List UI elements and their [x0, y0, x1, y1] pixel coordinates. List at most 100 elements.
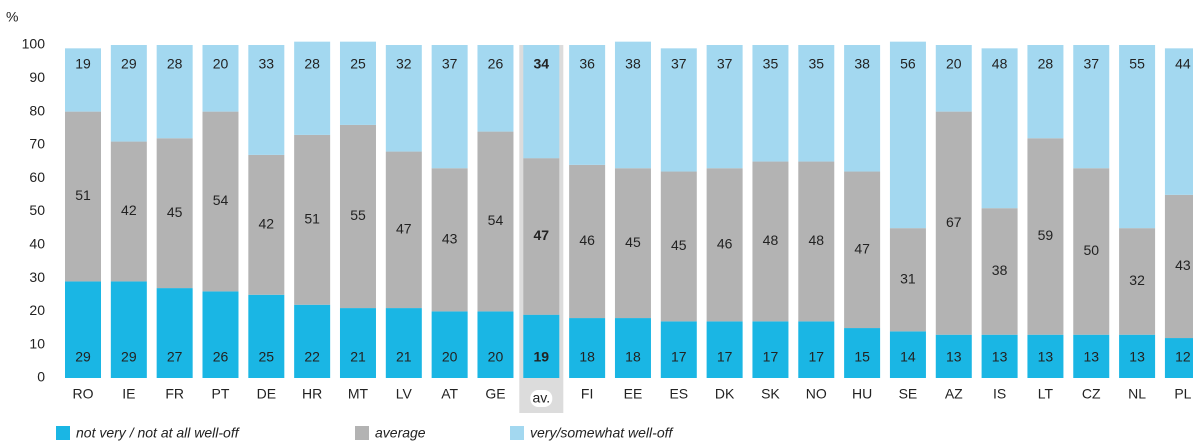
y-tick-label: 100 — [22, 36, 46, 52]
value-label: 26 — [488, 56, 504, 72]
bar-segment — [385, 308, 422, 378]
bar-segment — [339, 41, 376, 125]
value-label: 46 — [717, 236, 733, 252]
value-label: 47 — [396, 221, 412, 237]
value-label: 29 — [75, 349, 91, 365]
bar-segment — [156, 288, 193, 378]
value-label: 20 — [442, 349, 458, 365]
bar-segment — [248, 45, 285, 155]
value-label: 31 — [900, 270, 916, 286]
bar-segment — [1027, 45, 1064, 139]
x-tick-label: SE — [899, 386, 918, 402]
x-tick-label: GE — [485, 386, 505, 402]
value-label: 43 — [1175, 257, 1191, 273]
bar-segment — [660, 321, 697, 378]
bar-segment — [844, 171, 881, 329]
bar-segment — [477, 131, 514, 312]
bar-segment — [935, 111, 972, 335]
legend-swatch — [56, 426, 70, 440]
bar-segment — [477, 311, 514, 378]
y-tick-label: 10 — [29, 335, 45, 351]
value-label: 37 — [442, 56, 458, 72]
value-label: 55 — [1129, 56, 1145, 72]
value-label: 67 — [946, 214, 962, 230]
bar-segment — [248, 294, 285, 378]
value-label: 37 — [1083, 56, 1099, 72]
bar-segment — [614, 41, 651, 169]
bar-segment — [1073, 45, 1110, 169]
bar-segment — [248, 154, 285, 295]
value-label: 38 — [854, 56, 870, 72]
bar-segment — [1073, 168, 1110, 335]
value-label: 42 — [259, 216, 275, 232]
value-label: 37 — [717, 56, 733, 72]
bar-segment — [431, 311, 468, 378]
bar-segment — [65, 48, 101, 112]
bar-segment — [294, 134, 331, 305]
bar-segment — [202, 45, 239, 112]
bar-segment — [385, 45, 422, 152]
bar-segment — [798, 45, 835, 162]
value-label: 51 — [75, 187, 91, 203]
value-label: 28 — [304, 56, 320, 72]
value-label: 18 — [625, 349, 641, 365]
x-tick-label: RO — [73, 386, 94, 402]
value-label: 29 — [121, 349, 137, 365]
value-label: 43 — [442, 231, 458, 247]
value-label: 20 — [488, 349, 504, 365]
highlight-pill — [530, 390, 553, 407]
bar-segment — [752, 321, 789, 378]
value-label: 38 — [625, 56, 641, 72]
bar-segment — [1164, 338, 1193, 378]
bar-segment — [294, 304, 331, 378]
bar-segment — [294, 41, 331, 135]
value-label: 13 — [1038, 349, 1054, 365]
x-tick-label: EE — [624, 386, 643, 402]
value-label: 17 — [671, 349, 687, 365]
x-tick-label: PT — [212, 386, 230, 402]
value-label: 32 — [1129, 272, 1145, 288]
bar-segment — [844, 45, 881, 172]
x-tick-label: HR — [302, 386, 322, 402]
x-tick-label: av. — [532, 390, 550, 406]
legend-label: average — [375, 425, 426, 441]
y-tick-label: 80 — [29, 102, 45, 118]
bar-segment — [614, 318, 651, 378]
bar-segment — [1164, 194, 1193, 339]
bar-segment — [110, 45, 147, 142]
value-label: 28 — [167, 56, 183, 72]
value-label: 25 — [259, 349, 275, 365]
value-label: 21 — [350, 349, 366, 365]
bar-segment — [798, 161, 835, 322]
value-label: 19 — [534, 349, 550, 365]
bar-segment — [523, 45, 560, 159]
bar-segment — [706, 321, 743, 378]
x-tick-label: AZ — [945, 386, 963, 402]
bar-segment — [1119, 45, 1156, 229]
bar-segment — [752, 45, 789, 162]
bar-segment — [752, 161, 789, 322]
bar-segment — [110, 141, 147, 282]
y-tick-label: 90 — [29, 69, 45, 85]
bar-segment — [844, 328, 881, 378]
value-label: 21 — [396, 349, 412, 365]
x-tick-label: DE — [257, 386, 276, 402]
y-axis-label: % — [6, 9, 18, 25]
value-label: 20 — [946, 56, 962, 72]
value-label: 44 — [1175, 56, 1191, 72]
x-tick-label: FR — [165, 386, 184, 402]
x-tick-label: AT — [441, 386, 458, 402]
value-label: 19 — [75, 56, 91, 72]
bar-segment — [706, 168, 743, 322]
bar-segment — [1027, 334, 1064, 378]
legend-swatch — [510, 426, 524, 440]
value-label: 38 — [992, 262, 1008, 278]
value-label: 45 — [625, 234, 641, 250]
value-label: 15 — [854, 349, 870, 365]
bar-segment — [65, 281, 101, 378]
y-tick-label: 20 — [29, 302, 45, 318]
value-label: 50 — [1083, 242, 1099, 258]
y-tick-label: 60 — [29, 169, 45, 185]
bar-segment — [65, 111, 101, 282]
